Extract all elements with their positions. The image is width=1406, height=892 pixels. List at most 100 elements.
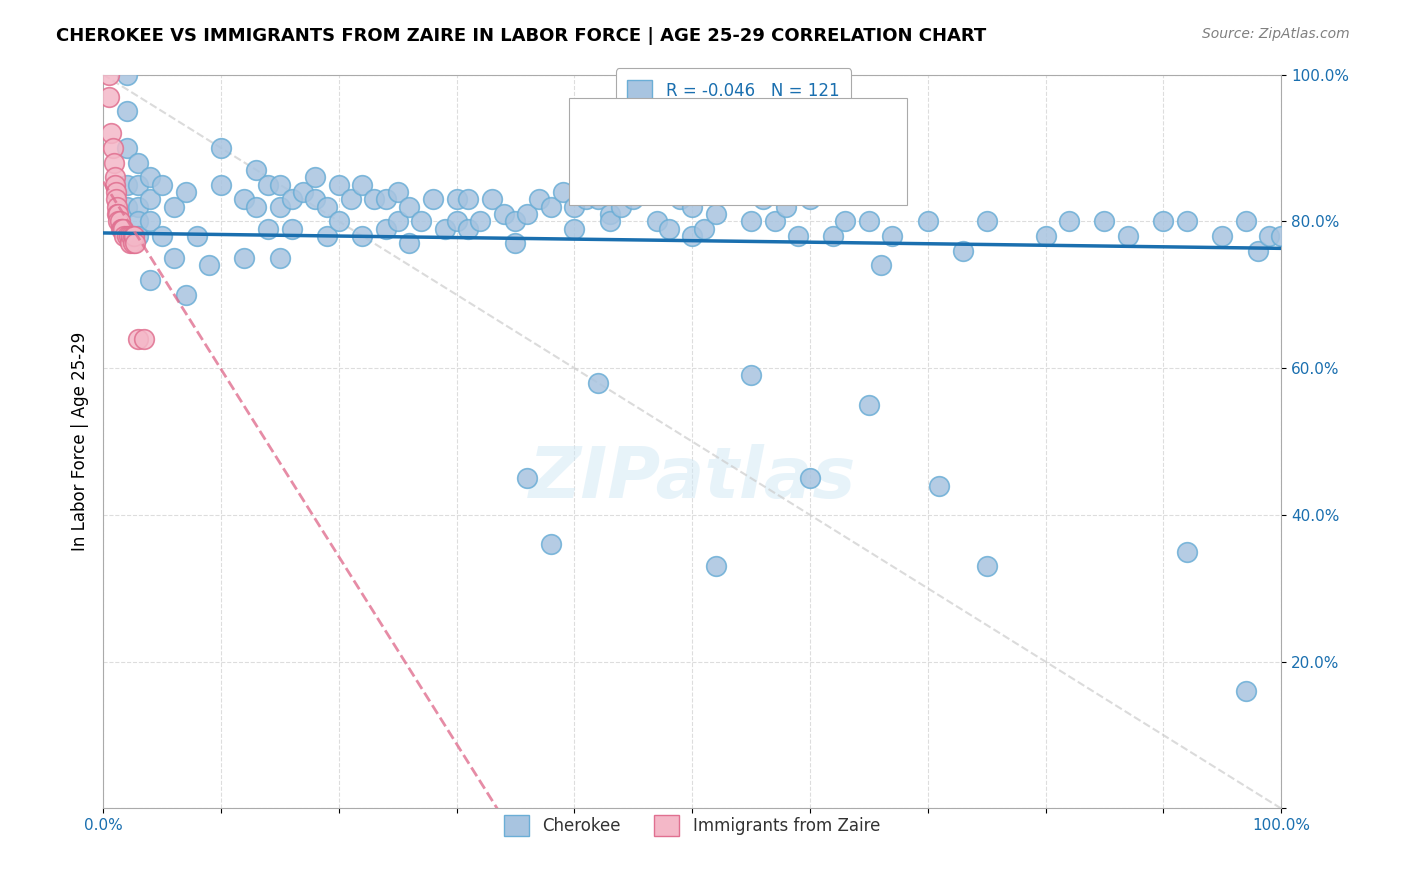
Point bbox=[917, 214, 939, 228]
Point bbox=[1270, 229, 1292, 244]
Point bbox=[174, 287, 197, 301]
Point bbox=[127, 332, 149, 346]
Point bbox=[209, 141, 232, 155]
Point bbox=[127, 200, 149, 214]
Point bbox=[316, 229, 339, 244]
Point bbox=[269, 251, 291, 265]
Point bbox=[304, 192, 326, 206]
Point bbox=[1057, 214, 1080, 228]
Point bbox=[269, 178, 291, 192]
Point bbox=[1152, 214, 1174, 228]
Point bbox=[257, 178, 280, 192]
Point bbox=[787, 229, 810, 244]
Point bbox=[339, 192, 361, 206]
Point bbox=[1175, 214, 1198, 228]
Point bbox=[112, 221, 135, 235]
Point bbox=[387, 185, 409, 199]
Point bbox=[139, 192, 162, 206]
Point bbox=[387, 214, 409, 228]
Point bbox=[1234, 214, 1257, 228]
Point bbox=[621, 192, 644, 206]
Point bbox=[115, 229, 138, 244]
Point bbox=[124, 236, 146, 251]
Point bbox=[98, 89, 121, 103]
Point bbox=[658, 221, 681, 235]
Point bbox=[575, 192, 598, 206]
Point bbox=[374, 221, 396, 235]
Y-axis label: In Labor Force | Age 25-29: In Labor Force | Age 25-29 bbox=[72, 332, 89, 551]
Point bbox=[740, 214, 762, 228]
Text: ZIPatlas: ZIPatlas bbox=[529, 443, 856, 513]
Point bbox=[704, 207, 727, 221]
Point bbox=[98, 68, 121, 82]
Point bbox=[599, 207, 621, 221]
Point bbox=[952, 244, 974, 258]
Point bbox=[245, 163, 267, 178]
Point bbox=[104, 178, 127, 192]
Point bbox=[105, 200, 128, 214]
Point bbox=[1116, 229, 1139, 244]
Point bbox=[422, 192, 444, 206]
Point bbox=[374, 192, 396, 206]
Point bbox=[775, 200, 797, 214]
Point bbox=[198, 258, 221, 272]
Point bbox=[740, 368, 762, 383]
Point bbox=[505, 236, 527, 251]
Point bbox=[121, 236, 143, 251]
Point bbox=[457, 192, 479, 206]
Point bbox=[1258, 229, 1281, 244]
Text: Source: ZipAtlas.com: Source: ZipAtlas.com bbox=[1202, 27, 1350, 41]
Point bbox=[118, 229, 141, 244]
Point bbox=[209, 178, 232, 192]
Point bbox=[752, 192, 775, 206]
Point bbox=[120, 236, 142, 251]
Point bbox=[1211, 229, 1233, 244]
Point bbox=[610, 200, 633, 214]
Point bbox=[110, 221, 132, 235]
Point bbox=[352, 229, 374, 244]
Point bbox=[127, 229, 149, 244]
Point bbox=[492, 207, 515, 221]
Point bbox=[139, 170, 162, 185]
Point bbox=[105, 207, 128, 221]
Point bbox=[562, 200, 585, 214]
Point bbox=[233, 251, 256, 265]
Point bbox=[105, 192, 128, 206]
Point bbox=[540, 537, 562, 551]
Point bbox=[799, 192, 821, 206]
Point bbox=[527, 192, 550, 206]
Point bbox=[681, 200, 703, 214]
Point bbox=[115, 200, 138, 214]
Point bbox=[1175, 544, 1198, 558]
Point bbox=[586, 192, 609, 206]
Point bbox=[328, 214, 350, 228]
Point bbox=[763, 214, 786, 228]
Point bbox=[481, 192, 503, 206]
Point bbox=[304, 170, 326, 185]
Point bbox=[1246, 244, 1268, 258]
Point bbox=[115, 104, 138, 119]
Point bbox=[446, 214, 468, 228]
Point bbox=[111, 221, 134, 235]
Point bbox=[468, 214, 491, 228]
Point bbox=[645, 214, 668, 228]
Point bbox=[869, 258, 891, 272]
Point bbox=[516, 207, 538, 221]
Point bbox=[363, 192, 385, 206]
Point bbox=[280, 192, 302, 206]
Point bbox=[127, 178, 149, 192]
Point bbox=[328, 178, 350, 192]
Point bbox=[186, 229, 208, 244]
Point bbox=[681, 229, 703, 244]
Point bbox=[976, 214, 998, 228]
Point bbox=[634, 178, 657, 192]
Point bbox=[122, 229, 145, 244]
Point bbox=[139, 273, 162, 287]
Point bbox=[134, 332, 156, 346]
Point bbox=[704, 559, 727, 574]
Point bbox=[1234, 684, 1257, 698]
Point bbox=[101, 141, 124, 155]
Point bbox=[115, 141, 138, 155]
Point bbox=[100, 126, 122, 140]
Point bbox=[858, 398, 880, 412]
